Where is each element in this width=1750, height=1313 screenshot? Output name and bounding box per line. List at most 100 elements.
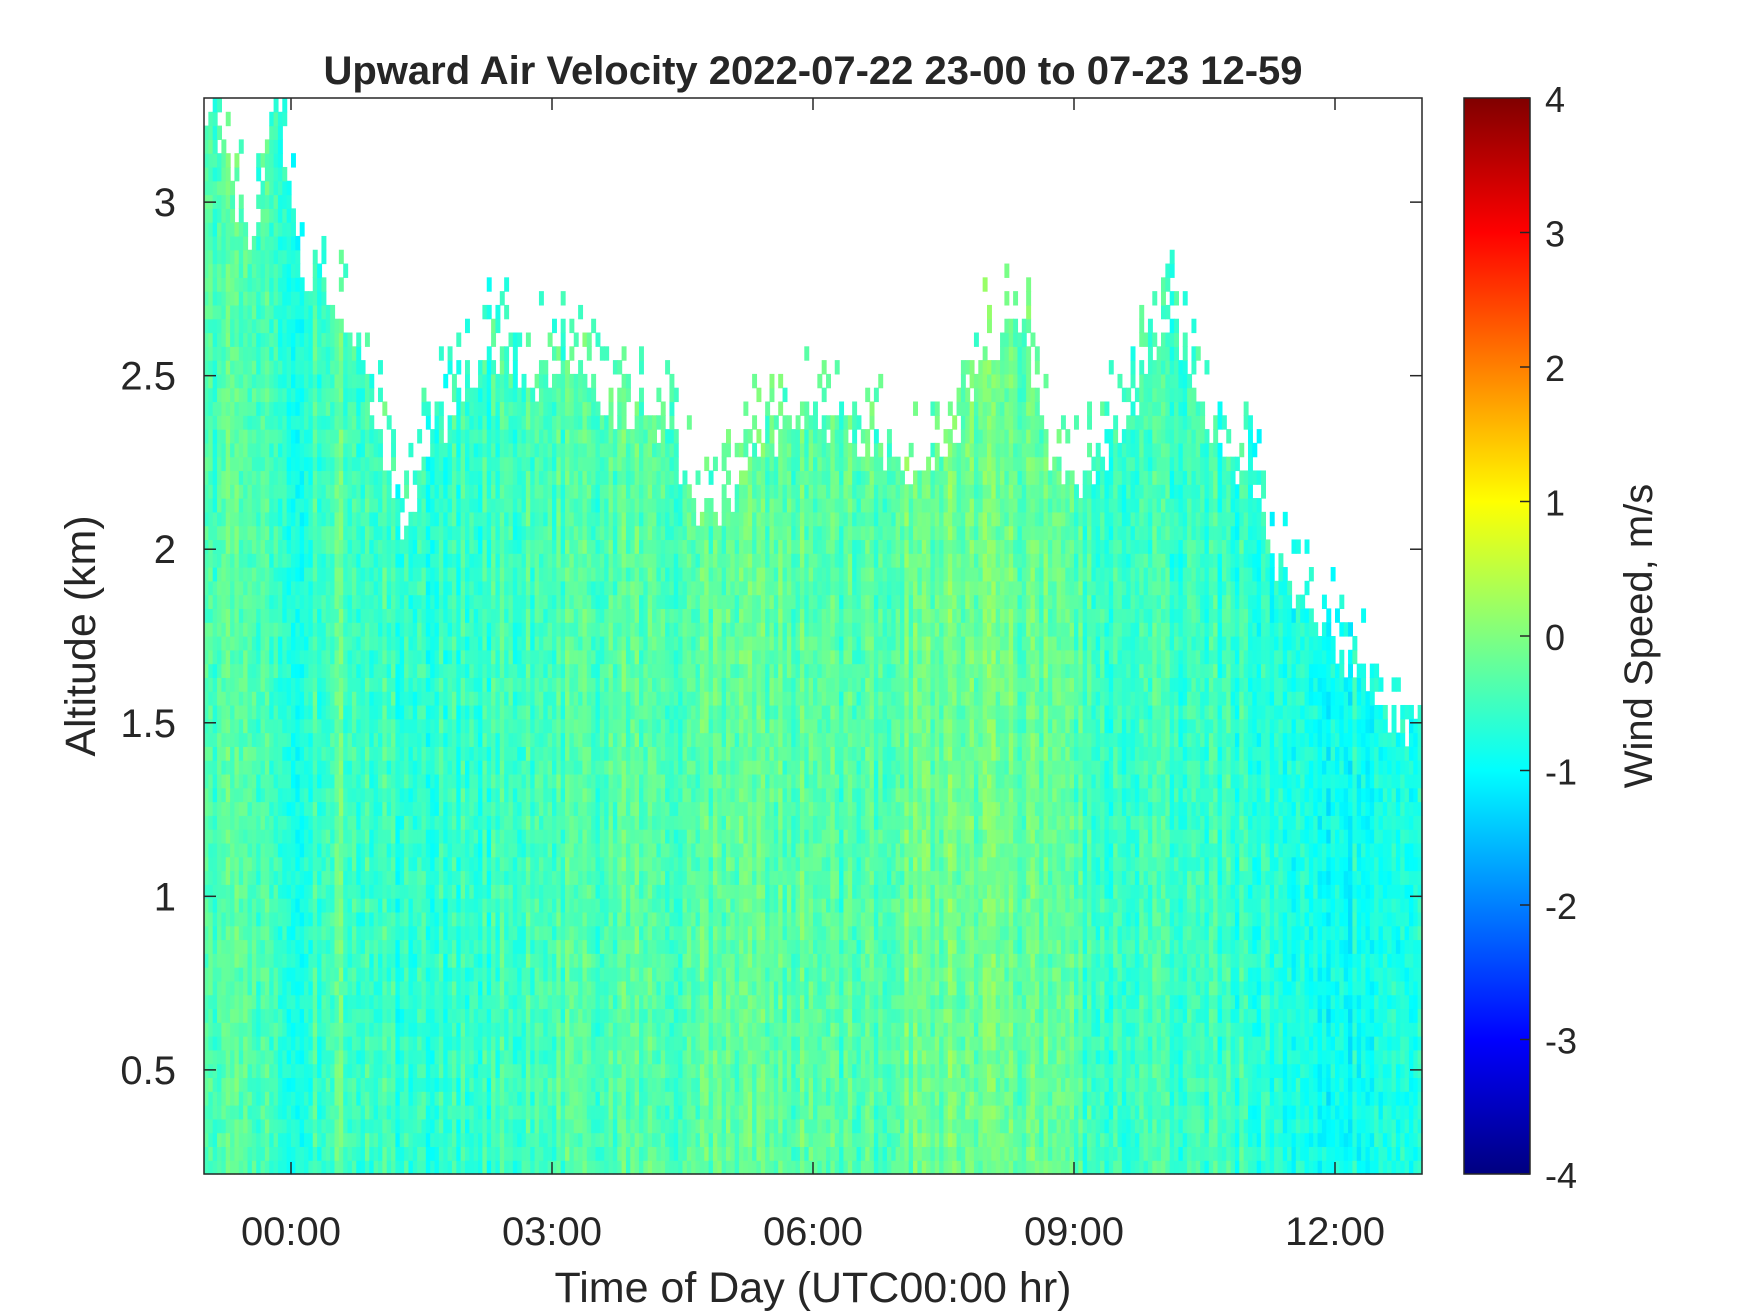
heatmap-cell (304, 704, 309, 720)
heatmap-cell (465, 470, 470, 485)
heatmap-cell (351, 580, 357, 596)
heatmap-cell (486, 967, 492, 982)
heatmap-cell (312, 636, 318, 651)
heatmap-cell (360, 511, 366, 527)
heatmap-cell (404, 1118, 410, 1134)
heatmap-cell (460, 787, 466, 803)
heatmap-cell (491, 525, 497, 541)
heatmap-cell (260, 636, 266, 651)
heatmap-cell (264, 456, 270, 472)
heatmap-cell (308, 484, 314, 499)
heatmap-cell (304, 1091, 309, 1106)
heatmap-cell (473, 953, 479, 968)
heatmap-cell (495, 773, 501, 789)
heatmap-cell (504, 470, 510, 485)
heatmap-cell (525, 829, 531, 844)
heatmap-cell (430, 732, 436, 747)
heatmap-cell (295, 870, 301, 885)
heatmap-cell (486, 1118, 492, 1134)
heatmap-cell (234, 649, 240, 665)
heatmap-cell (256, 1160, 262, 1175)
heatmap-cell (304, 870, 309, 885)
heatmap-cell (543, 1022, 549, 1037)
heatmap-cell (469, 925, 475, 941)
heatmap-cell (530, 401, 536, 416)
heatmap-cell (412, 1022, 418, 1037)
heatmap-cell (434, 953, 440, 968)
heatmap-cell (347, 346, 353, 361)
heatmap-cell (434, 884, 440, 899)
heatmap-cell (295, 318, 301, 334)
heatmap-cell (217, 580, 222, 596)
heatmap-cell (251, 1146, 257, 1161)
heatmap-cell (473, 1049, 479, 1065)
heatmap-cell (425, 415, 431, 430)
heatmap-cell (347, 898, 353, 913)
heatmap-cell (347, 1132, 353, 1148)
heatmap-cell (421, 829, 427, 844)
heatmap-cell (430, 773, 436, 789)
heatmap-cell (460, 801, 466, 816)
heatmap-cell (430, 1118, 436, 1134)
heatmap-cell (430, 856, 436, 872)
heatmap-cell (438, 1036, 444, 1051)
heatmap-cell (486, 1146, 492, 1161)
heatmap-cell (343, 691, 349, 706)
heatmap-cell (443, 760, 449, 775)
heatmap-cell (517, 718, 523, 734)
heatmap-cell (369, 994, 375, 1010)
heatmap-cell (282, 470, 288, 485)
heatmap-cell (482, 718, 488, 734)
heatmap-cell (269, 1160, 275, 1175)
heatmap-cell (451, 1146, 457, 1161)
heatmap-cell (512, 760, 518, 775)
heatmap-cell (325, 691, 331, 706)
heatmap-cell (456, 1063, 462, 1079)
heatmap-cell (286, 953, 292, 968)
heatmap-cell (356, 442, 362, 458)
heatmap-cell (243, 1105, 249, 1120)
heatmap-cell (299, 525, 305, 541)
heatmap-cell (356, 815, 362, 830)
heatmap-cell (478, 1118, 483, 1134)
heatmap-cell (369, 608, 375, 623)
heatmap-cell (504, 277, 510, 292)
heatmap-cell (273, 594, 279, 610)
heatmap-cell (517, 594, 523, 610)
heatmap-cell (408, 787, 414, 803)
heatmap-cell (451, 456, 457, 472)
heatmap-cell (208, 870, 214, 885)
heatmap-cell (447, 663, 453, 678)
heatmap-cell (225, 539, 231, 554)
heatmap-cell (221, 332, 227, 347)
heatmap-cell (251, 939, 257, 954)
heatmap-cell (369, 953, 375, 968)
heatmap-cell (343, 539, 349, 554)
heatmap-cell (225, 1118, 231, 1134)
heatmap-cell (443, 939, 449, 954)
heatmap-cell (264, 691, 270, 706)
heatmap-cell (538, 898, 544, 913)
heatmap-cell (495, 1063, 501, 1079)
heatmap-cell (204, 594, 209, 610)
heatmap-cell (517, 608, 523, 623)
heatmap-cell (382, 1022, 388, 1037)
heatmap-cell (273, 801, 279, 816)
heatmap-cell (504, 567, 510, 582)
heatmap-cell (438, 870, 444, 885)
heatmap-cell (247, 373, 253, 389)
heatmap-cell (256, 994, 262, 1010)
heatmap-cell (508, 663, 514, 678)
heatmap-cell (347, 594, 353, 610)
heatmap-cell (217, 125, 222, 140)
heatmap-cell (499, 925, 505, 941)
heatmap-cell (273, 442, 279, 458)
heatmap-cell (447, 456, 453, 472)
heatmap-cell (399, 691, 405, 706)
heatmap-cell (421, 663, 427, 678)
heatmap-cell (465, 580, 470, 596)
heatmap-cell (412, 760, 418, 775)
heatmap-cell (404, 801, 410, 816)
heatmap-cell (204, 1118, 209, 1134)
heatmap-cell (443, 815, 449, 830)
